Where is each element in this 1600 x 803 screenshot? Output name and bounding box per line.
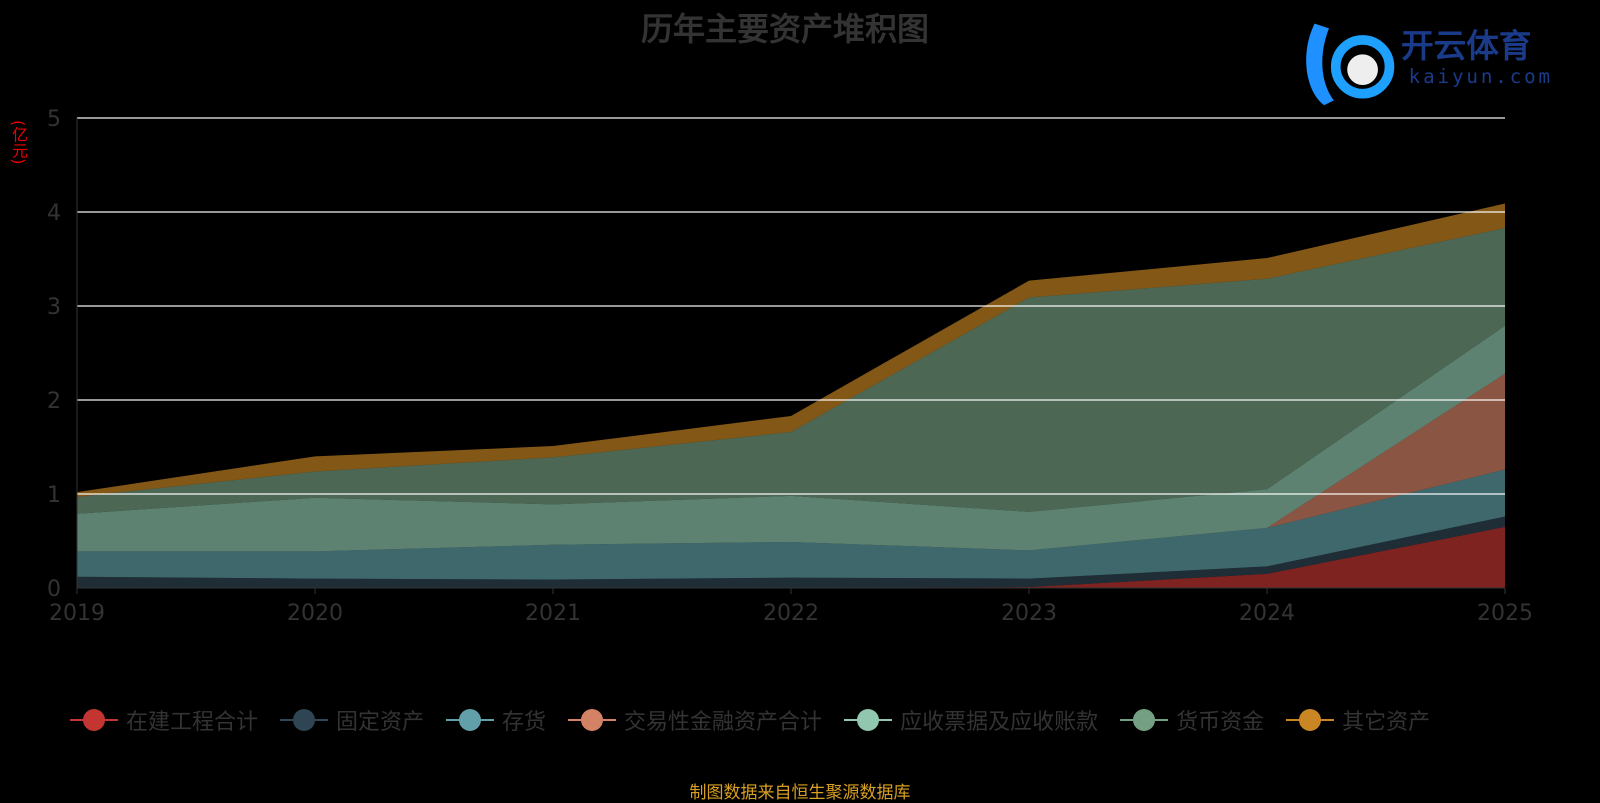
- area-series-4: [77, 325, 1505, 552]
- legend-label: 交易性金融资产合计: [624, 710, 823, 735]
- x-tick-label: 2024: [1239, 601, 1295, 626]
- plot-area: 0 1 2 3 4 5 2019 2020 2021 2022 2023 2024 2025: [47, 107, 1533, 626]
- svg-text:开云体育: 开云体育: [1401, 27, 1532, 65]
- area-series-6: [77, 203, 1505, 497]
- chart-title: 历年主要资产堆积图: [640, 10, 929, 48]
- legend-label: 在建工程合计: [126, 710, 259, 735]
- area-series-0: [77, 526, 1505, 588]
- y-tick-label: 1: [47, 483, 61, 508]
- legend-label: 货币资金: [1176, 710, 1265, 735]
- x-tick-label: 2023: [1001, 601, 1057, 626]
- legend-label: 应收票据及应收账款: [900, 710, 1099, 735]
- legend-item[interactable]: 应收票据及应收账款: [844, 704, 1098, 736]
- legend-marker-icon: [1286, 708, 1335, 732]
- x-tick-label: 2025: [1477, 601, 1533, 626]
- x-tick-label: 2021: [525, 601, 581, 626]
- area-series-2: [77, 469, 1505, 580]
- area-series-5: [77, 227, 1505, 514]
- legend-marker-icon: [280, 708, 329, 732]
- y-tick-label: 0: [47, 577, 61, 602]
- kaiyun-watermark-logo: 开云体育 kaiyun.com: [1306, 23, 1553, 106]
- y-tick-label: 2: [47, 389, 61, 414]
- source-note: 制图数据来自恒生聚源数据库: [689, 783, 911, 803]
- legend-item[interactable]: 存货: [446, 704, 546, 736]
- y-tick-label: 5: [47, 107, 61, 132]
- y-tick-label: 3: [47, 295, 61, 320]
- legend-item[interactable]: 其它资产: [1286, 704, 1430, 736]
- legend-item[interactable]: 在建工程合计: [70, 704, 258, 736]
- legend-item[interactable]: 固定资产: [280, 704, 424, 736]
- legend-label: 其它资产: [1342, 710, 1431, 735]
- legend-marker-icon: [568, 708, 617, 732]
- y-axis-label: (亿元): [9, 120, 28, 165]
- svg-text:kaiyun.com: kaiyun.com: [1409, 65, 1553, 88]
- legend-marker-icon: [1120, 708, 1169, 732]
- y-tick-label: 4: [47, 201, 61, 226]
- x-tick-label: 2020: [287, 601, 343, 626]
- legend-marker-icon: [844, 708, 893, 732]
- x-tick-label: 2019: [49, 601, 105, 626]
- legend-marker-icon: [446, 708, 495, 732]
- legend-item[interactable]: 货币资金: [1120, 704, 1264, 736]
- legend-marker-icon: [70, 708, 118, 732]
- legend: 在建工程合计 固定资产 存货 交易性金融资产合计 应收票据及应收账款 货币资金 其它资产: [70, 704, 1430, 736]
- x-tick-label: 2022: [763, 601, 819, 626]
- area-series-1: [77, 516, 1505, 588]
- legend-label: 固定资产: [336, 710, 425, 735]
- legend-item[interactable]: 交易性金融资产合计: [568, 704, 822, 736]
- legend-label: 存货: [502, 710, 547, 735]
